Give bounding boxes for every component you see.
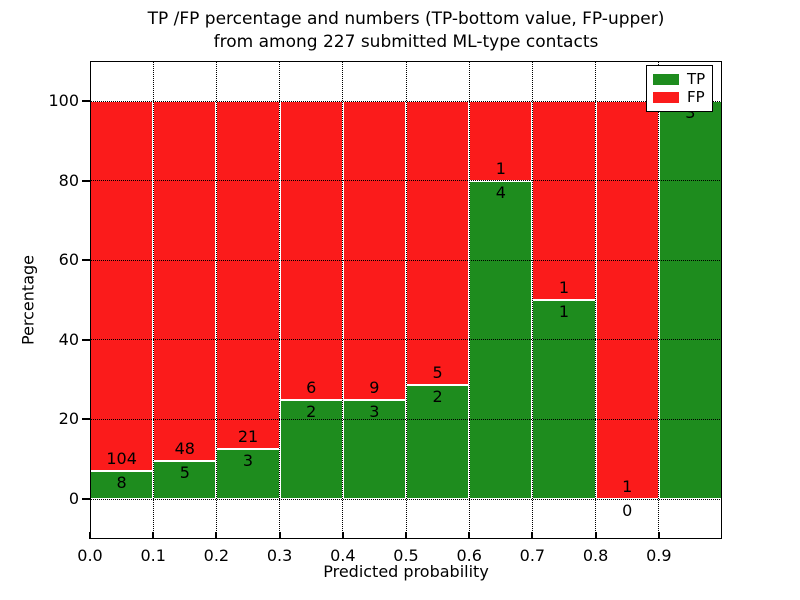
x-gridline — [531, 61, 533, 539]
y-tick-label: 80 — [58, 170, 79, 190]
x-tick-mark — [657, 532, 660, 539]
y-tick-mark — [82, 338, 90, 341]
plot-area: 0 20 40 60 80 100 0.0 0.1 0.2 0.3 0.4 0.5 0.6 0.7 0.8 0… — [48, 61, 722, 565]
x-tick-label: 0.4 — [330, 546, 356, 565]
x-gridline — [152, 61, 154, 539]
fp-bar-segment — [595, 101, 659, 499]
tp-bar-segment — [406, 385, 470, 499]
x-tick-mark — [215, 532, 218, 539]
x-gridline — [468, 61, 470, 539]
chart-title-line-1: TP /FP percentage and numbers (TP-bottom… — [147, 9, 665, 29]
fp-bar-segment — [342, 101, 406, 400]
tp-count-label: 1 — [558, 302, 570, 321]
fp-count-label: 1 — [495, 158, 506, 178]
legend: TP FP — [646, 65, 713, 112]
y-tick-mark — [82, 179, 90, 182]
x-axis-label: Predicted probability — [323, 562, 489, 581]
x-tick-label: 0.3 — [266, 546, 293, 565]
fp-count-label: 1 — [622, 477, 633, 496]
y-tick-label: 60 — [58, 250, 79, 270]
tp-count-label: 4 — [495, 182, 506, 202]
fp-count-label: 104 — [106, 448, 137, 468]
x-tick-label: 0.8 — [582, 546, 609, 565]
x-tick-mark — [468, 532, 471, 539]
fp-legend-label: FP — [687, 88, 705, 107]
fp-count-label: 5 — [432, 363, 443, 383]
tp-count-label: 2 — [306, 401, 317, 421]
y-tick-mark — [82, 498, 90, 500]
fp-count-label: 1 — [558, 278, 570, 297]
x-gridline — [279, 61, 281, 539]
y-tick-mark — [82, 259, 90, 262]
x-tick-label: 0.7 — [519, 546, 546, 565]
x-tick-label: 0.9 — [646, 546, 672, 565]
fp-bar-segment — [153, 101, 217, 462]
tp-bar-segment — [216, 449, 280, 499]
tp-bar-segment — [342, 399, 406, 499]
x-gridline — [658, 61, 660, 539]
fp-count-label: 21 — [237, 427, 259, 447]
tp-count-label: 3 — [242, 451, 254, 471]
x-tick-label: 0.1 — [140, 546, 166, 565]
x-tick-mark — [278, 532, 281, 539]
x-tick-mark — [89, 532, 91, 539]
x-tick-label: 0.5 — [393, 546, 419, 565]
fp-bar-segment — [532, 101, 596, 300]
y-tick-label: 40 — [58, 329, 79, 349]
tp-legend-label: TP — [687, 69, 706, 88]
x-tick-mark — [531, 532, 534, 539]
fp-bar-segment — [279, 101, 343, 400]
x-tick-mark — [341, 532, 344, 539]
x-gridline — [405, 61, 407, 539]
y-tick-mark — [82, 418, 90, 421]
legend-entry-fp: FP — [653, 90, 706, 105]
y-tick-label: 20 — [58, 409, 79, 429]
x-tick-label: 0.6 — [456, 546, 482, 565]
y-tick-label: 0 — [68, 489, 79, 508]
legend-entry-tp: TP — [653, 69, 706, 88]
x-tick-label: 0.0 — [77, 546, 103, 565]
tp-count-label: 2 — [432, 387, 443, 407]
tp-legend-swatch — [653, 73, 679, 85]
fp-count-label: 9 — [369, 377, 380, 397]
fp-count-label: 6 — [306, 377, 317, 397]
fp-count-label: 48 — [174, 439, 195, 459]
x-tick-label: 0.2 — [203, 546, 230, 565]
tp-count-label: 8 — [116, 472, 127, 492]
tp-bar-segment — [658, 101, 722, 499]
tp-count-label: 3 — [685, 103, 696, 122]
y-tick-label: 100 — [48, 91, 79, 110]
x-tick-mark — [405, 532, 407, 539]
x-tick-mark — [594, 532, 597, 539]
tp-bar-segment — [153, 461, 217, 499]
fp-bar-segment — [406, 101, 470, 386]
tp-bar-segment — [279, 399, 343, 499]
tp-bar-segment — [532, 300, 596, 499]
x-gridline — [215, 61, 217, 539]
chart-title: TP /FP percentage and numbers (TP-bottom… — [90, 8, 722, 54]
fp-bar-segment — [216, 101, 280, 450]
tp-count-label: 0 — [622, 501, 633, 520]
fp-bar-segment — [90, 101, 154, 471]
x-gridline — [342, 61, 344, 539]
y-tick-mark — [82, 100, 90, 102]
tp-count-label: 5 — [179, 463, 190, 483]
fp-legend-swatch — [653, 92, 679, 104]
chart-title-line-2: from among 227 submitted ML-type contact… — [213, 32, 599, 52]
x-tick-mark — [152, 532, 155, 539]
x-gridline — [595, 61, 597, 539]
tp-count-label: 3 — [369, 401, 380, 421]
